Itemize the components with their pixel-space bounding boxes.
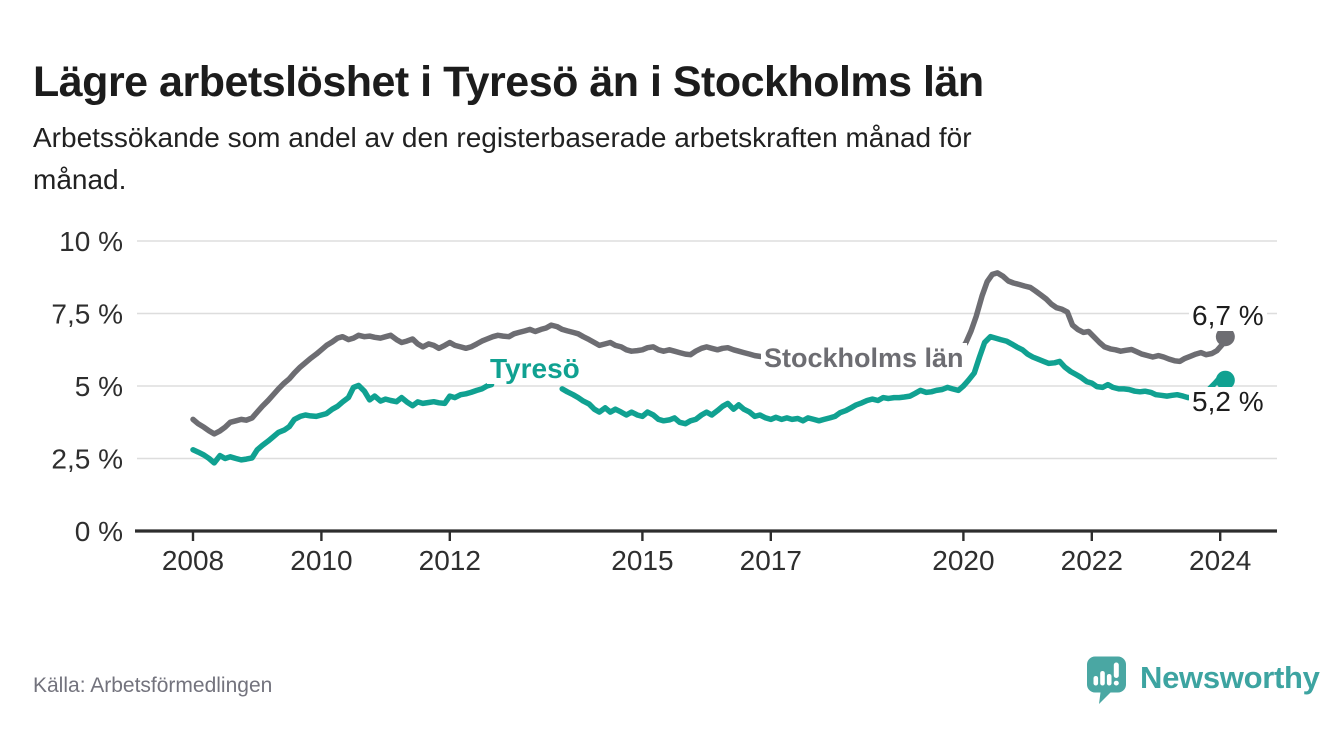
series-label-tyreso: Tyresö: [487, 354, 583, 384]
series-tyres-: [190, 333, 1235, 466]
source-note: Källa: Arbetsförmedlingen: [33, 674, 273, 697]
y-tick-label: 5 %: [75, 371, 123, 402]
end-value-label-stockholms-lan: 6,7 %: [1189, 301, 1267, 331]
x-tick-label: 2015: [611, 545, 673, 576]
x-tick-label: 2017: [740, 545, 802, 576]
y-tick-label: 2,5 %: [51, 444, 123, 475]
x-tick-label: 2010: [290, 545, 352, 576]
series-end-dot: [1215, 370, 1235, 390]
y-tick-label: 0 %: [75, 516, 123, 547]
series-line: [559, 333, 1229, 427]
end-value-label-tyreso: 5,2 %: [1189, 387, 1267, 417]
x-tick-label: 2008: [162, 545, 224, 576]
x-axis-ticks: 2008 2010 2012 2015 2017 2020 2022 2024: [162, 532, 1251, 576]
x-tick-label: 2024: [1189, 545, 1251, 576]
x-tick-label: 2020: [932, 545, 994, 576]
x-tick-label: 2012: [419, 545, 481, 576]
series-stockholms-l-n: [190, 270, 1235, 437]
logo-bars: [1093, 662, 1119, 686]
series-end-dot: [1215, 327, 1235, 347]
subtitle-line-1: Arbetssökande som andel av den registerb…: [33, 122, 972, 153]
newsworthy-logo: Newsworthy: [1086, 656, 1320, 705]
subtitle-line-2: månad.: [33, 164, 127, 195]
newsworthy-logo-icon: [1087, 656, 1126, 704]
x-tick-label: 2022: [1061, 545, 1123, 576]
series-line: [190, 381, 495, 466]
series-line: [952, 270, 1229, 365]
subtitle: Arbetssökande som andel av den registerb…: [33, 117, 1293, 201]
y-tick-label: 7,5 %: [51, 299, 123, 330]
gridlines: [137, 240, 1277, 460]
series-line: [190, 322, 769, 437]
y-tick-label: 10 %: [59, 226, 123, 257]
y-axis-labels: 0 % 2,5 % 5 % 7,5 % 10 %: [51, 226, 123, 547]
newsworthy-logo-text: Newsworthy: [1140, 660, 1320, 695]
series-label-stockholms-lan: Stockholms län: [761, 343, 967, 373]
page-title: Lägre arbetslöshet i Tyresö än i Stockho…: [33, 57, 984, 106]
